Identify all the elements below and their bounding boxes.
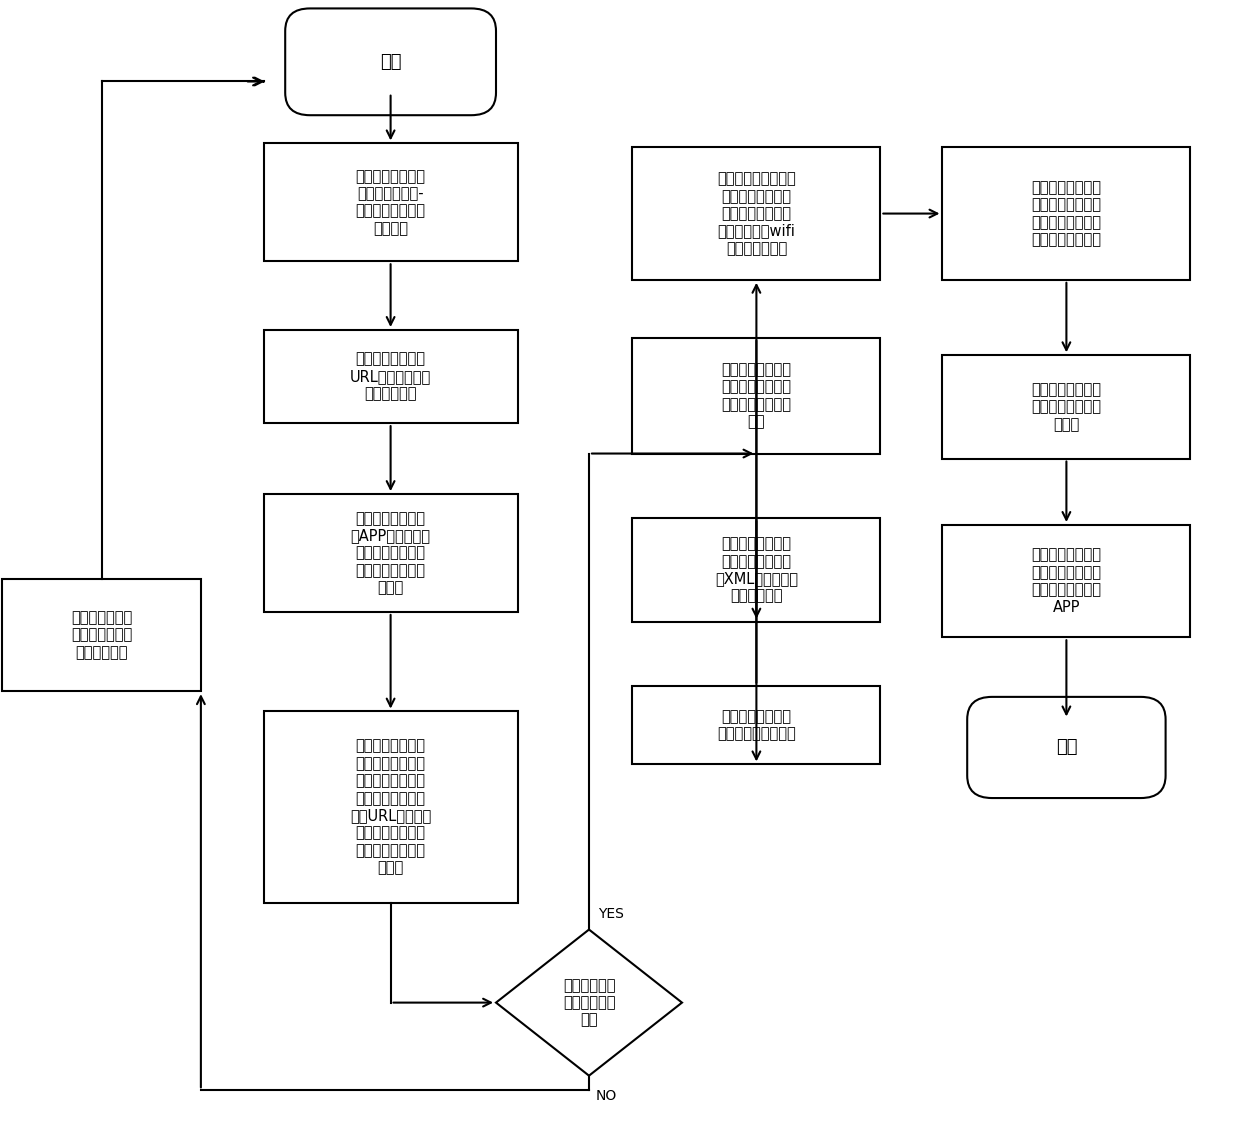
Bar (263, 144, 517, 262)
Bar (263, 495, 517, 611)
Text: 其它厂商在终端厂
商云端互联模块-
厂商接入后台申请
云端接入: 其它厂商在终端厂 商云端互联模块- 厂商接入后台申请 云端接入 (356, 169, 425, 236)
Bar (632, 686, 880, 764)
Text: 其它厂商获取接入
URL地址、凭证、
数据传输格式: 其它厂商获取接入 URL地址、凭证、 数据传输格式 (350, 352, 432, 401)
Bar (632, 147, 880, 280)
Bar (632, 338, 880, 453)
Text: 进入指令分发模块，
按照内部协议流程
发送指令到智能终
端，智能终端wifi
控制板接收指令: 进入指令分发模块， 按照内部协议流程 发送指令到智能终 端，智能终端wifi 控… (717, 171, 796, 256)
Text: 智能终端完成指令
返回标准协议的终
端状态，进入标准
协议输出解析模块: 智能终端完成指令 返回标准协议的终 端状态，进入标准 协议输出解析模块 (1032, 180, 1101, 247)
Bar (263, 711, 517, 903)
Text: 其它厂商云服务器
接收数据后转发给
它们的应用客户端
APP: 其它厂商云服务器 接收数据后转发给 它们的应用客户端 APP (1032, 547, 1101, 615)
Bar (942, 147, 1190, 280)
Text: 将终端开机状态协
议转换为输入的数
据格式: 将终端开机状态协 议转换为输入的数 据格式 (1032, 382, 1101, 432)
Text: 查询数据中的
接入凭证是否
合法: 查询数据中的 接入凭证是否 合法 (563, 978, 615, 1027)
Text: 进入指令识别与标
准协议转换模块读
取XML对象中的消
息类别和指令: 进入指令识别与标 准协议转换模块读 取XML对象中的消 息类别和指令 (715, 536, 797, 604)
Bar (2, 579, 201, 691)
Bar (942, 525, 1190, 637)
Bar (632, 518, 880, 622)
Text: NO: NO (595, 1089, 616, 1103)
Text: 其它厂商云服务器
将指令按照申请的
数据传输格式将指
令、凭证发送到申
请的URL地址，终
端厂商云服务器的
厂商接入模块接收
到数据: 其它厂商云服务器 将指令按照申请的 数据传输格式将指 令、凭证发送到申 请的UR… (350, 738, 432, 876)
Bar (942, 355, 1190, 459)
Bar (263, 330, 517, 423)
FancyBboxPatch shape (967, 697, 1166, 798)
Text: 进入异类协议输入
解析模块，并按照
接入数据传输格式
解析: 进入异类协议输入 解析模块，并按照 接入数据传输格式 解析 (722, 362, 791, 429)
Text: 将非标准协议转换
为终端厂商标准协议: 将非标准协议转换 为终端厂商标准协议 (717, 709, 796, 741)
Text: 鉴权失败，返回
其它厂商云服务
器，拒绝接入: 鉴权失败，返回 其它厂商云服务 器，拒绝接入 (71, 610, 133, 660)
Polygon shape (496, 930, 682, 1076)
Text: 其它厂商应用客户
端APP发出一条非
标准协议指令，其
它厂商云服务器收
到指令: 其它厂商应用客户 端APP发出一条非 标准协议指令，其 它厂商云服务器收 到指令 (351, 510, 430, 596)
Text: 开始: 开始 (379, 53, 402, 71)
Text: YES: YES (598, 907, 624, 921)
FancyBboxPatch shape (285, 9, 496, 116)
Text: 结束: 结束 (1055, 738, 1078, 756)
